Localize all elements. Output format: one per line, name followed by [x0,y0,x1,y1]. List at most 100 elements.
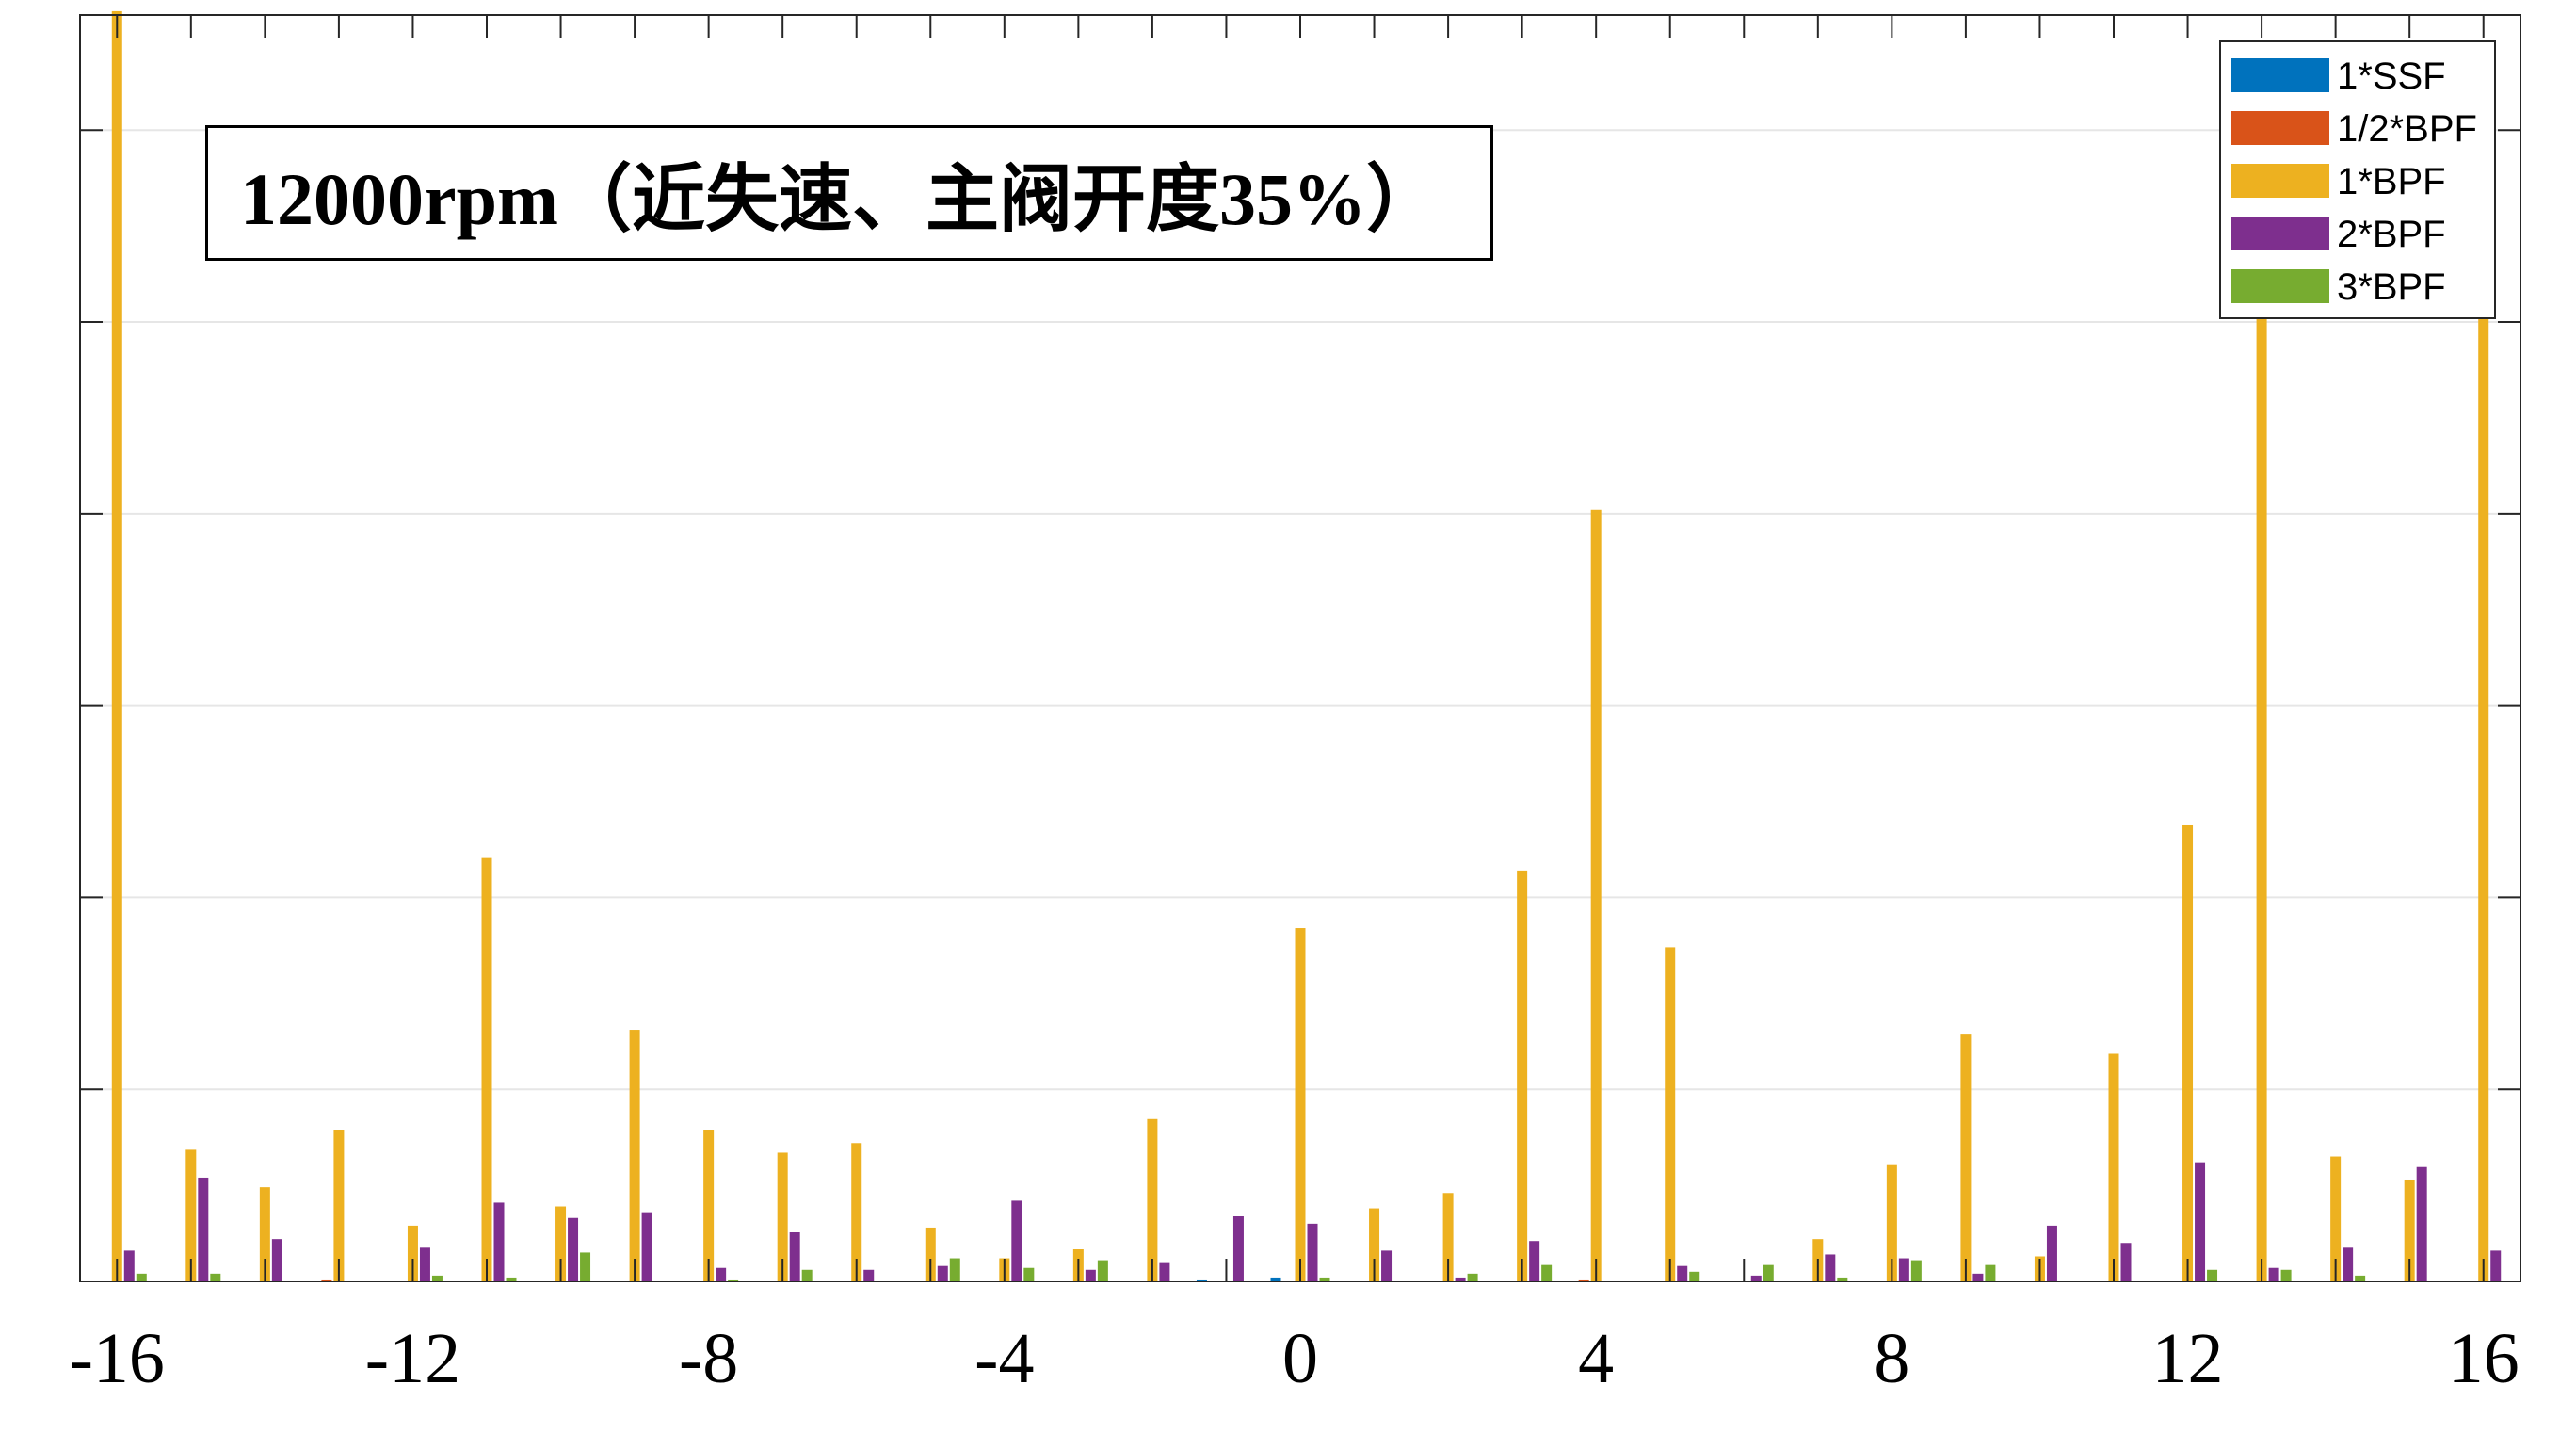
legend-label-1/2*BPF: 1/2*BPF [2337,108,2477,150]
bar-1*BPF-1 [1369,1208,1380,1281]
legend-label-3*BPF: 3*BPF [2337,266,2446,308]
series-1*BPF [111,10,2489,1282]
legend-swatch-1/2*BPF [2231,111,2329,145]
bar-2*BPF-2 [1455,1277,1466,1281]
x-tick-label-1: -12 [365,1319,460,1398]
series-3*BPF [136,1252,2366,1281]
bar-2*BPF-6 [1750,1275,1762,1281]
legend-label-1*SSF: 1*SSF [2337,56,2446,97]
bar-1*BPF--14 [259,1187,270,1281]
bar-1*BPF--13 [333,1130,345,1281]
bar-2*BPF-12 [2195,1162,2206,1281]
legend-label-1*BPF: 1*BPF [2337,161,2446,202]
bar-2*BPF-9 [1972,1273,1984,1281]
bar-2*BPF--1 [1232,1216,1244,1281]
chart-title: 12000rpm（近失速、主阀开度35%） [240,158,1440,240]
bar-1*BPF-5 [1665,947,1676,1281]
bar-3*BPF-7 [1837,1277,1848,1281]
x-tick-labels: -16 -12 -8 -4 0 4 8 12 16 [70,1319,2520,1398]
bar-2*BPF--4 [1011,1200,1022,1281]
bar-1/2*BPF--13 [321,1279,332,1281]
legend: 1*SSF 1/2*BPF 1*BPF 2*BPF 3*BPF [2219,40,2496,319]
bar-2*BPF-16 [2490,1250,2502,1281]
bar-1*BPF-11 [2108,1053,2119,1281]
bar-3*BPF--5 [949,1258,960,1281]
bar-1*SSF--1 [1196,1279,1207,1281]
bar-1/2*BPF-4 [1578,1279,1589,1281]
bar-3*BPF-3 [1541,1264,1553,1281]
legend-swatch-1*SSF [2231,58,2329,92]
bar-3*BPF-5 [1689,1271,1700,1281]
bar-2*BPF-14 [2343,1247,2354,1281]
bar-2*BPF--2 [1159,1262,1170,1281]
bar-3*BPF--16 [136,1273,147,1281]
bar-1*BPF--7 [777,1152,788,1281]
bar-2*BPF--5 [937,1265,948,1281]
bar-3*BPF--11 [506,1277,517,1281]
bar-1*BPF-13 [2256,226,2267,1282]
bar-1*BPF--9 [629,1030,640,1281]
bar-2*BPF--11 [493,1202,505,1281]
bar-2*BPF--6 [863,1269,875,1281]
bar-2*BPF-13 [2268,1267,2279,1281]
bar-3*BPF-6 [1763,1264,1774,1281]
bar-2*BPF--9 [641,1212,652,1281]
bar-1*BPF--15 [185,1149,197,1281]
bar-3*BPF--7 [801,1269,813,1281]
x-tick-label-6: 8 [1874,1319,1909,1398]
bar-1*BPF-2 [1442,1193,1454,1281]
bar-1*BPF-0 [1295,928,1306,1281]
bar-3*BPF-2 [1467,1273,1478,1281]
bar-2*BPF-8 [1898,1258,1909,1281]
x-tick-label-7: 12 [2152,1319,2224,1398]
bar-3*BPF-0 [1319,1277,1330,1281]
bar-3*BPF-14 [2355,1275,2366,1281]
bar-1*BPF-15 [2404,1179,2415,1281]
bar-1*BPF-8 [1886,1164,1897,1281]
bar-3*BPF--10 [580,1252,591,1281]
legend-label-2*BPF: 2*BPF [2337,214,2446,255]
series-1/2*BPF [321,1279,1589,1281]
bar-2*BPF--12 [419,1247,430,1281]
bar-1*BPF-9 [1960,1034,1972,1281]
x-tick-label-2: -8 [679,1319,738,1398]
bar-2*BPF--3 [1085,1269,1096,1281]
bar-1*BPF--11 [481,857,492,1281]
bar-3*BPF--3 [1097,1260,1108,1281]
bar-2*BPF-0 [1307,1223,1318,1281]
bar-1*BPF--8 [703,1130,715,1281]
bar-2*BPF--10 [568,1217,579,1281]
bar-1*BPF-12 [2182,824,2194,1281]
bar-2*BPF--16 [123,1250,135,1281]
bar-2*BPF--15 [198,1177,209,1281]
x-tick-label-5: 4 [1578,1319,1614,1398]
bar-2*BPF--8 [716,1267,727,1281]
legend-swatch-3*BPF [2231,269,2329,303]
bar-3*BPF--12 [431,1275,443,1281]
bar-1*BPF-4 [1590,509,1602,1281]
bar-3*BPF--8 [728,1279,739,1281]
bar-2*BPF-11 [2120,1243,2132,1281]
bar-1*BPF--6 [851,1143,862,1281]
bar-3*BPF-13 [2280,1269,2292,1281]
bar-2*BPF--7 [789,1232,800,1281]
bar-2*BPF-10 [2046,1225,2057,1281]
bar-2*BPF-5 [1677,1265,1688,1281]
bar-2*BPF-3 [1529,1241,1540,1281]
bar-3*BPF--15 [210,1273,221,1281]
x-tick-label-8: 16 [2448,1319,2520,1398]
bar-1*SSF-0 [1270,1277,1281,1281]
bar-1*BPF--16 [111,10,122,1282]
bar-2*BPF-15 [2416,1166,2427,1281]
x-tick-label-0: -16 [70,1319,165,1398]
bar-3*BPF-9 [1985,1264,1996,1281]
x-tick-label-4: 0 [1282,1319,1318,1398]
legend-swatch-1*BPF [2231,164,2329,198]
bar-3*BPF--4 [1023,1267,1035,1281]
bar-1*BPF-14 [2330,1156,2342,1281]
bar-2*BPF-7 [1825,1254,1836,1281]
legend-swatch-2*BPF [2231,217,2329,250]
bars [111,10,2502,1282]
bar-2*BPF-1 [1381,1250,1393,1281]
bar-3*BPF-8 [1910,1260,1922,1281]
